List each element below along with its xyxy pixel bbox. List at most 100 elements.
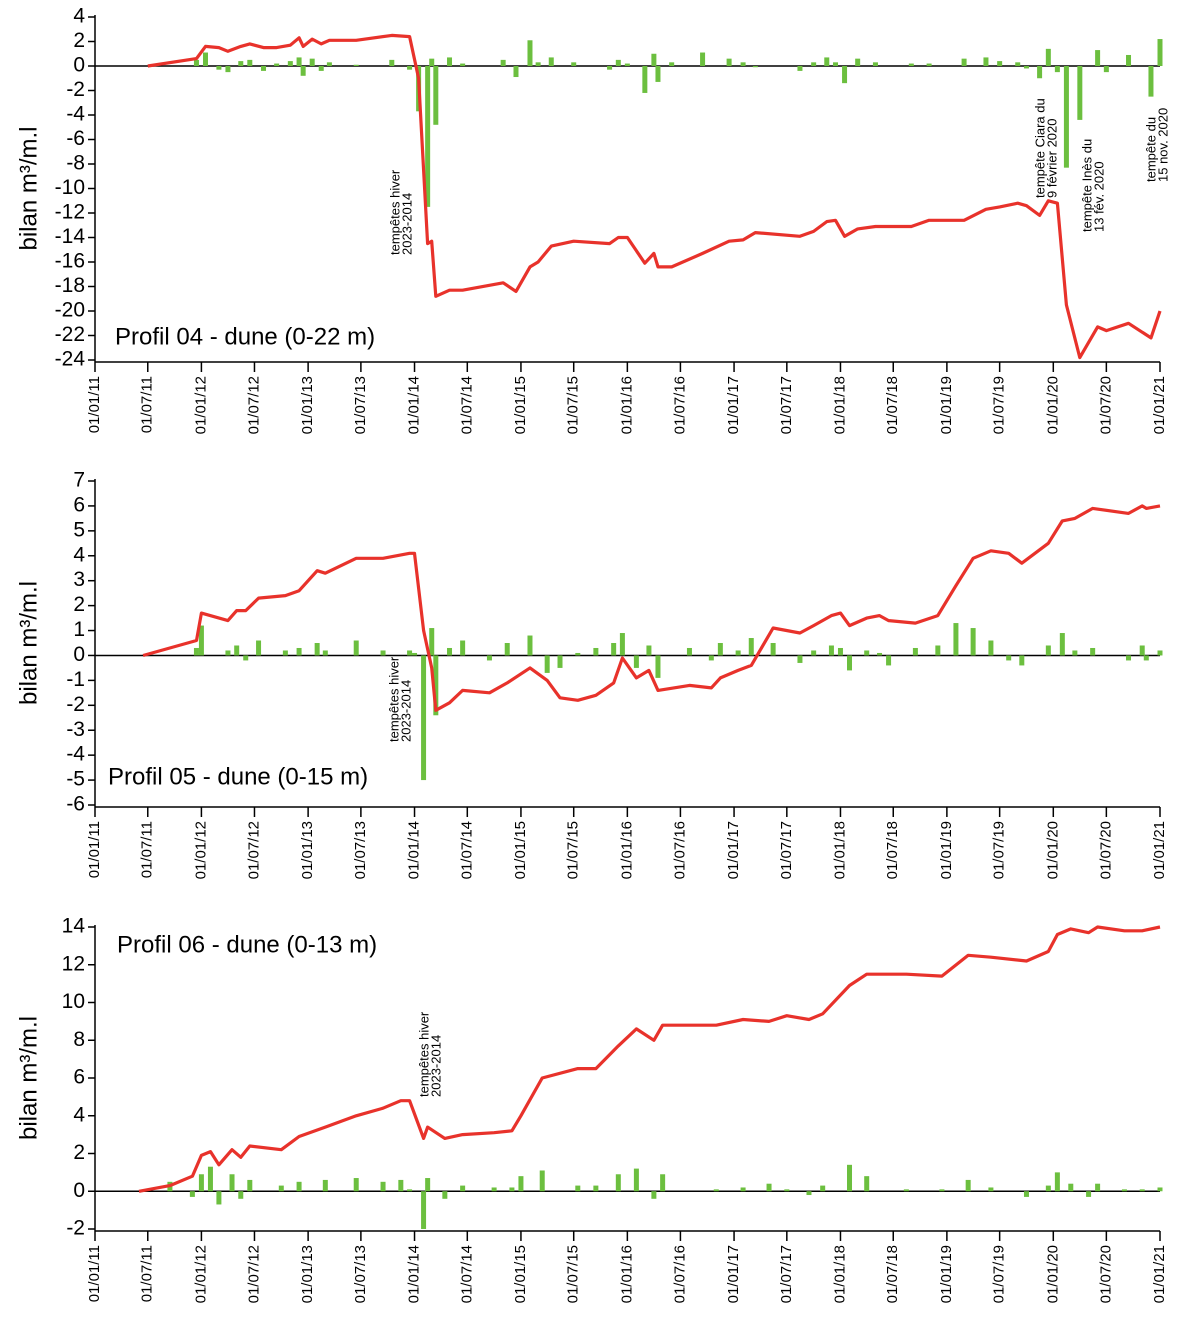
bar — [726, 58, 732, 66]
bar — [407, 1189, 413, 1192]
bar — [1054, 1172, 1060, 1192]
bar — [833, 62, 839, 66]
bar — [642, 66, 648, 93]
y-tick-label: -12 — [55, 201, 85, 224]
bar — [207, 1166, 213, 1192]
x-tick-label: 01/07/14 — [458, 376, 475, 434]
bar — [660, 1174, 666, 1192]
x-tick-label: 01/01/20 — [1044, 376, 1061, 434]
x-tick-label: 01/01/14 — [405, 376, 422, 434]
bar — [842, 66, 848, 84]
y-tick-label: -20 — [55, 299, 85, 322]
x-tick-label: 01/01/17 — [725, 376, 742, 434]
x-tick-label: 01/07/19 — [991, 821, 1008, 879]
x-tick-label: 01/01/16 — [618, 821, 635, 879]
bar — [247, 59, 253, 66]
bar — [287, 61, 293, 66]
bar — [935, 645, 941, 656]
x-tick-label: 01/01/14 — [405, 821, 422, 879]
y-tick-label: 0 — [73, 1179, 85, 1202]
bar — [353, 640, 359, 656]
x-tick-label: 01/01/12 — [192, 821, 209, 879]
bar — [655, 66, 661, 82]
bar — [1006, 655, 1012, 661]
bar — [380, 1181, 386, 1192]
x-tick-label: 01/07/15 — [565, 1245, 582, 1303]
x-tick-label: 01/07/15 — [565, 821, 582, 879]
bar — [1045, 645, 1051, 656]
bar — [296, 1181, 302, 1192]
bar — [300, 66, 306, 76]
bar — [1157, 39, 1163, 66]
x-tick-label: 01/01/11 — [86, 821, 103, 878]
y-tick-label: 0 — [73, 54, 85, 77]
bar — [238, 61, 244, 66]
bar — [784, 1189, 790, 1192]
bar — [824, 57, 830, 66]
x-tick-label: 01/01/20 — [1044, 1245, 1061, 1303]
bar — [278, 1185, 284, 1192]
x-tick-label: 01/01/13 — [299, 821, 316, 879]
bar — [970, 628, 976, 656]
y-tick-label: -22 — [55, 323, 85, 346]
bar — [740, 62, 746, 66]
panel-title: Profil 04 - dune (0-22 m) — [115, 323, 375, 350]
bar — [322, 650, 328, 656]
x-tick-label: 01/07/14 — [458, 1245, 475, 1303]
annotation: tempête Inès du — [1079, 139, 1094, 232]
y-tick-label: -18 — [55, 274, 85, 297]
bar — [296, 647, 302, 656]
x-tick-label: 01/07/20 — [1097, 1245, 1114, 1303]
annotation: 13 fév. 2020 — [1091, 161, 1106, 232]
x-tick-label: 01/07/17 — [778, 821, 795, 879]
annotation: 2023-2014 — [398, 680, 413, 742]
y-tick-label: 4 — [73, 1103, 85, 1126]
y-tick-label: 7 — [73, 469, 85, 492]
x-tick-label: 01/07/11 — [139, 821, 156, 878]
bar — [425, 66, 431, 207]
bar — [421, 1191, 427, 1229]
y-tick-label: -2 — [66, 693, 85, 716]
y-tick-label: -2 — [66, 1217, 85, 1240]
bar — [433, 655, 439, 716]
bar — [855, 58, 861, 66]
bar — [571, 62, 577, 66]
bar — [877, 652, 883, 656]
bar — [655, 655, 661, 678]
bar — [828, 645, 834, 656]
bar — [926, 63, 932, 66]
x-tick-label: 01/01/13 — [299, 376, 316, 434]
bar — [433, 66, 439, 125]
bar — [1045, 48, 1051, 66]
bar — [216, 66, 222, 70]
x-tick-label: 01/07/14 — [458, 821, 475, 879]
bar — [1148, 66, 1154, 97]
bar — [611, 643, 617, 656]
bar — [953, 623, 959, 656]
bar — [243, 655, 249, 661]
y-axis-label: bilan m³/m.l — [15, 581, 42, 705]
bar — [1086, 1191, 1092, 1197]
bar — [1095, 1183, 1101, 1192]
bar — [544, 655, 550, 673]
x-tick-label: 01/01/18 — [831, 1245, 848, 1303]
y-tick-label: 1 — [73, 618, 85, 641]
bar — [504, 643, 510, 656]
bar — [847, 655, 853, 671]
x-tick-label: 01/07/15 — [565, 376, 582, 434]
bar — [988, 1187, 994, 1192]
x-tick-label: 01/07/12 — [245, 821, 262, 879]
bar — [1023, 66, 1029, 69]
bar — [1139, 1189, 1145, 1192]
x-tick-label: 01/01/19 — [938, 821, 955, 879]
bar — [509, 1187, 515, 1192]
x-tick-label: 01/07/11 — [139, 1245, 156, 1302]
bar — [1126, 655, 1132, 661]
bar — [593, 647, 599, 656]
y-tick-label: -1 — [66, 668, 85, 691]
panel-title: Profil 05 - dune (0-15 m) — [108, 763, 368, 790]
y-tick-label: 2 — [73, 1141, 85, 1164]
bar — [886, 655, 892, 666]
annotation: 15 nov. 2020 — [1155, 108, 1170, 182]
bar — [527, 40, 533, 66]
